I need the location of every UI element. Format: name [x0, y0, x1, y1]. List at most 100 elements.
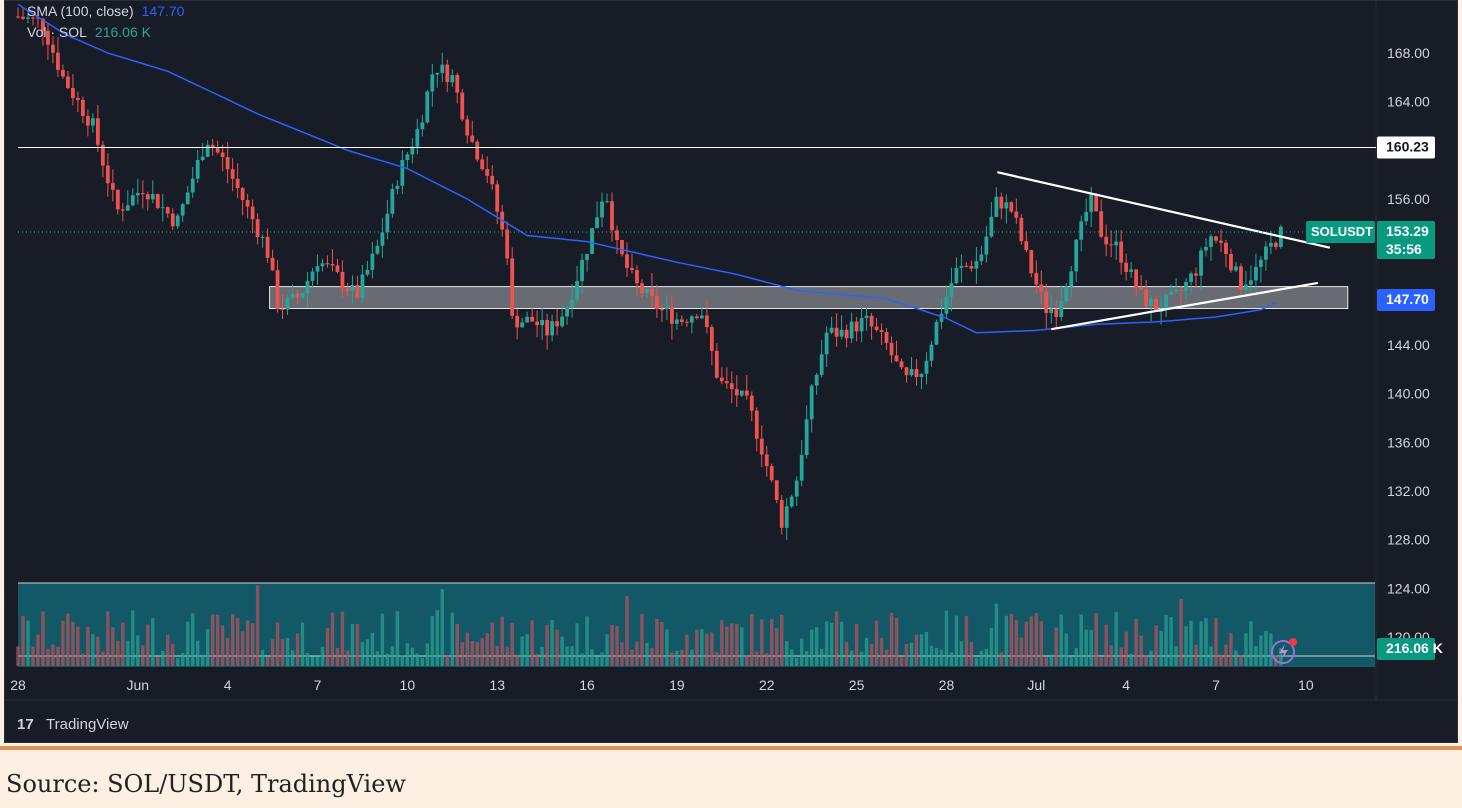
candle[interactable] — [85, 109, 90, 137]
candle[interactable] — [165, 206, 170, 218]
candle[interactable] — [719, 367, 724, 385]
trendline-upper[interactable] — [997, 171, 1331, 249]
candle[interactable] — [570, 284, 574, 318]
candle[interactable] — [41, 17, 45, 46]
candle[interactable] — [1204, 238, 1208, 257]
candle[interactable] — [115, 189, 120, 215]
candle[interactable] — [1244, 271, 1248, 299]
candle[interactable] — [26, 11, 30, 24]
candle[interactable] — [1024, 231, 1029, 253]
candle[interactable] — [864, 307, 869, 331]
candle[interactable] — [360, 264, 365, 304]
tag-last-price[interactable]: 153.29 — [1386, 223, 1429, 239]
candle[interactable] — [974, 246, 979, 284]
candle[interactable] — [390, 183, 395, 218]
candle[interactable] — [245, 193, 250, 219]
candle[interactable] — [1174, 278, 1178, 294]
candle[interactable] — [1199, 247, 1203, 291]
candle[interactable] — [320, 258, 325, 272]
candle[interactable] — [16, 7, 20, 19]
candle[interactable] — [220, 144, 225, 172]
candle[interactable] — [140, 180, 145, 209]
candle[interactable] — [889, 336, 894, 363]
candle[interactable] — [994, 187, 999, 218]
tag-horizontal-line[interactable]: 160.23 — [1386, 139, 1429, 155]
candle[interactable] — [425, 89, 430, 124]
candle[interactable] — [480, 154, 485, 171]
candle[interactable] — [555, 308, 559, 336]
candle[interactable] — [76, 91, 80, 112]
candle[interactable] — [1094, 193, 1099, 212]
candle[interactable] — [520, 317, 525, 328]
candle[interactable] — [190, 167, 195, 198]
candle[interactable] — [440, 52, 445, 82]
candle[interactable] — [200, 142, 205, 162]
candle[interactable] — [410, 138, 415, 164]
candle[interactable] — [630, 253, 634, 274]
candle[interactable] — [1109, 230, 1114, 258]
candle[interactable] — [834, 313, 839, 347]
candle[interactable] — [670, 294, 674, 340]
candle[interactable] — [66, 70, 70, 90]
candle[interactable] — [46, 23, 50, 60]
candle[interactable] — [684, 319, 689, 327]
candle[interactable] — [779, 495, 784, 535]
candle[interactable] — [739, 390, 744, 397]
candle[interactable] — [230, 158, 235, 192]
candle[interactable] — [1134, 269, 1139, 297]
candle[interactable] — [1079, 215, 1084, 252]
candle[interactable] — [1014, 198, 1019, 224]
candle[interactable] — [769, 463, 774, 483]
candle[interactable] — [1239, 263, 1243, 295]
candle[interactable] — [789, 494, 794, 509]
candle[interactable] — [610, 192, 614, 242]
candle[interactable] — [829, 316, 834, 335]
candle[interactable] — [689, 314, 694, 334]
candle[interactable] — [640, 279, 644, 299]
candle[interactable] — [270, 249, 275, 271]
candle[interactable] — [1144, 279, 1149, 308]
candle[interactable] — [255, 213, 260, 245]
candle[interactable] — [415, 118, 420, 155]
candle[interactable] — [95, 104, 100, 152]
candle[interactable] — [914, 359, 919, 386]
candle[interactable] — [585, 253, 589, 272]
candle[interactable] — [1264, 241, 1268, 271]
candle[interactable] — [100, 141, 105, 178]
candle[interactable] — [879, 323, 884, 345]
candle[interactable] — [1059, 285, 1064, 321]
candle[interactable] — [445, 59, 450, 92]
candle[interactable] — [1114, 229, 1119, 260]
candle[interactable] — [1084, 198, 1089, 226]
candle[interactable] — [285, 294, 290, 315]
candle[interactable] — [365, 260, 370, 277]
candle[interactable] — [979, 245, 984, 266]
candle[interactable] — [180, 202, 185, 222]
candle[interactable] — [345, 282, 350, 297]
candle[interactable] — [749, 391, 754, 422]
trendline-lower[interactable] — [1051, 281, 1319, 331]
candle[interactable] — [135, 179, 140, 205]
candle[interactable] — [1139, 274, 1144, 291]
candle[interactable] — [31, 16, 35, 26]
candle[interactable] — [660, 304, 664, 323]
candle[interactable] — [854, 316, 859, 342]
candle[interactable] — [170, 207, 175, 230]
candle[interactable] — [1194, 267, 1198, 289]
tag-sma[interactable]: 147.70 — [1386, 291, 1429, 307]
candle[interactable] — [130, 188, 135, 207]
candle[interactable] — [894, 340, 899, 362]
candle[interactable] — [260, 234, 265, 248]
candle[interactable] — [465, 115, 470, 144]
candle[interactable] — [655, 284, 659, 318]
candle[interactable] — [420, 114, 425, 137]
symbol-tag[interactable]: SOLUSDT — [1311, 224, 1373, 239]
candle[interactable] — [1154, 295, 1158, 313]
candle[interactable] — [275, 259, 280, 313]
candle[interactable] — [51, 35, 55, 64]
candle[interactable] — [799, 440, 804, 487]
candle[interactable] — [1274, 241, 1278, 250]
candle[interactable] — [550, 314, 555, 342]
candle[interactable] — [839, 315, 844, 340]
candle[interactable] — [884, 327, 889, 350]
